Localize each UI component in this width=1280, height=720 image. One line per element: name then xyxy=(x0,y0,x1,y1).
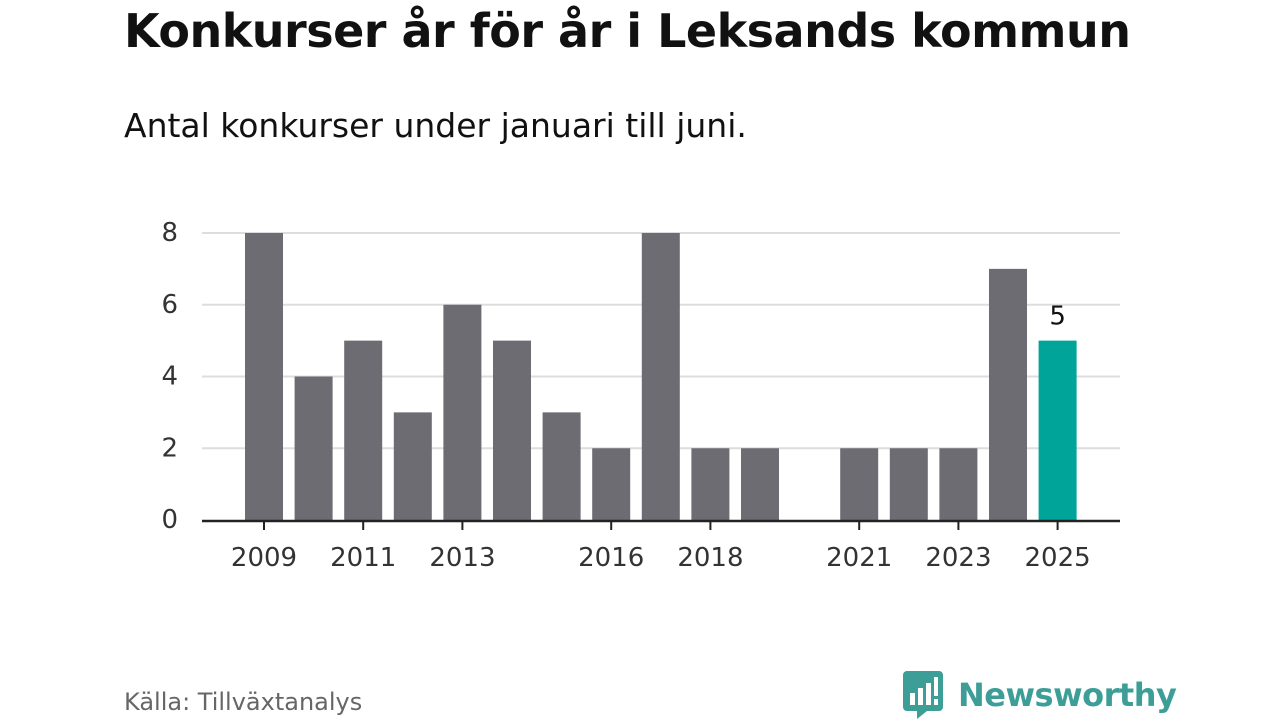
y-tick-label: 8 xyxy=(161,218,178,248)
chart-title: Konkurser år för år i Leksands kommun xyxy=(124,4,1131,58)
y-tick-label: 4 xyxy=(161,362,178,392)
y-tick-label: 6 xyxy=(161,290,178,320)
x-tick-label: 2021 xyxy=(826,543,892,573)
bar-2022 xyxy=(889,448,928,520)
x-tick-label: 2009 xyxy=(231,543,297,573)
bar-2016 xyxy=(592,448,631,520)
brand[interactable]: Newsworthy xyxy=(903,671,1177,719)
source-note: Källa: Tillväxtanalys xyxy=(124,688,363,716)
newsworthy-logo-icon xyxy=(903,671,943,719)
bar-2017 xyxy=(641,233,680,520)
bar-2023 xyxy=(939,448,978,520)
brand-name: Newsworthy xyxy=(958,676,1177,714)
bar-2014 xyxy=(493,340,531,520)
x-tick-label: 2023 xyxy=(925,543,991,573)
bar-2013 xyxy=(443,304,482,520)
bar-2009 xyxy=(245,233,283,520)
x-tick-label: 2018 xyxy=(677,543,743,573)
bar-2019 xyxy=(741,448,779,520)
y-tick-label: 0 xyxy=(161,505,178,535)
x-tick-label: 2011 xyxy=(330,543,396,573)
chart-subtitle: Antal konkurser under januari till juni. xyxy=(124,106,747,145)
bar-value-label: 5 xyxy=(1049,302,1066,332)
x-tick-label: 2016 xyxy=(578,543,644,573)
y-tick-label: 2 xyxy=(161,433,178,463)
bar-2012 xyxy=(393,412,432,520)
bar-2015 xyxy=(542,412,581,520)
bar-2024 xyxy=(989,268,1027,520)
x-tick-label: 2013 xyxy=(429,543,495,573)
bar-2021 xyxy=(840,448,879,520)
bar-2025 xyxy=(1038,340,1077,520)
bar-2010 xyxy=(294,376,333,520)
x-tick-label: 2025 xyxy=(1025,543,1091,573)
bar-2018 xyxy=(691,448,730,520)
bar-2011 xyxy=(344,340,383,520)
